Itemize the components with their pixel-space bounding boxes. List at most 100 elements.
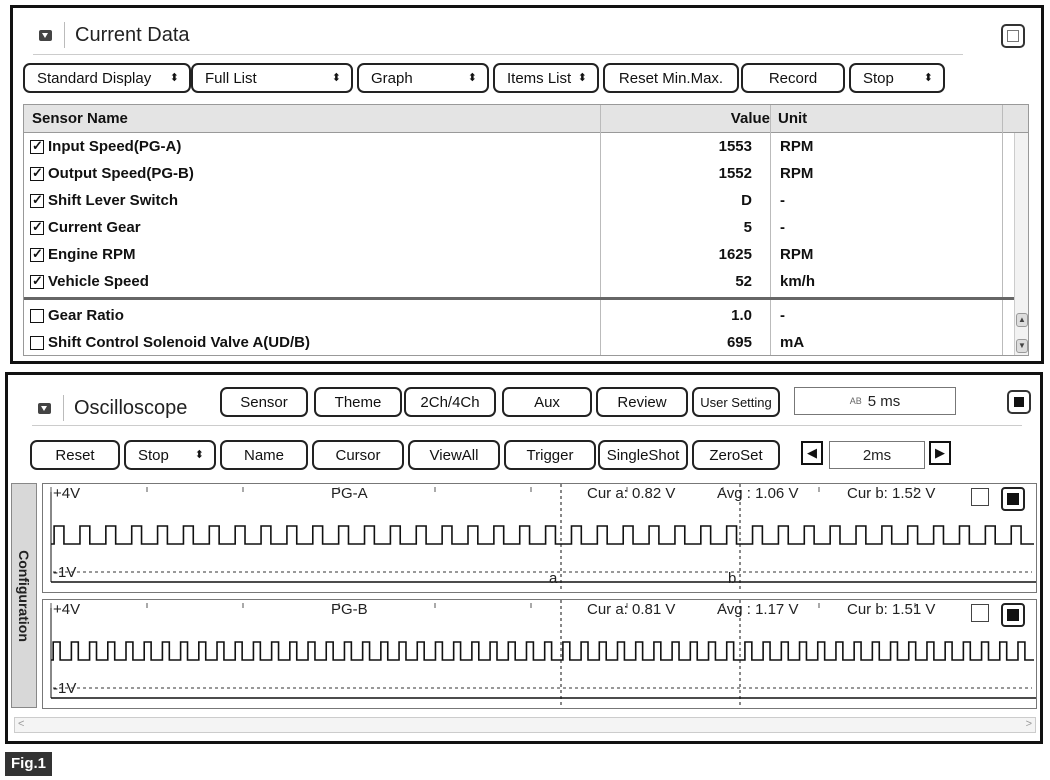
reset-button[interactable]: Reset — [30, 440, 120, 470]
sensor-unit: - — [780, 307, 785, 324]
sensor-value: D — [741, 192, 752, 209]
stop-button[interactable]: Stop ⬍ — [124, 440, 216, 470]
axis-min-label: -1V — [53, 564, 77, 581]
sensor-unit: RPM — [780, 138, 814, 155]
table-row[interactable]: Vehicle Speed 52 km/h — [24, 268, 1016, 295]
row-checkbox[interactable] — [30, 165, 44, 181]
cursor-button[interactable]: Cursor — [312, 440, 404, 470]
standard-display-button[interactable]: Standard Display ⬍ — [23, 63, 191, 93]
timebase-increase-button[interactable]: ▶ — [929, 441, 951, 465]
theme-button[interactable]: Theme — [314, 387, 402, 417]
updown-caret-icon: ⬍ — [331, 71, 341, 84]
sensor-value: 52 — [735, 273, 752, 290]
row-checkbox[interactable] — [30, 335, 44, 350]
channel-name: PG-A — [331, 485, 368, 502]
collapse-icon[interactable] — [38, 402, 51, 414]
button-label: Graph — [371, 69, 413, 87]
cursor-b-label: b — [728, 570, 737, 587]
button-label: Reset Min.Max. — [618, 69, 724, 87]
button-label: User Setting — [700, 394, 772, 410]
channel-checkbox[interactable] — [971, 488, 989, 506]
viewall-button[interactable]: ViewAll — [408, 440, 500, 470]
channel-expand-button[interactable] — [1001, 487, 1025, 511]
sensor-name: Current Gear — [48, 219, 141, 236]
name-button[interactable]: Name — [220, 440, 308, 470]
maximize-button[interactable] — [1001, 24, 1025, 48]
sensor-value: 5 — [743, 219, 752, 236]
items-list-button[interactable]: Items List ⬍ — [493, 63, 599, 93]
col-value[interactable]: Value — [730, 110, 770, 127]
table-row[interactable]: Current Gear 5 - — [24, 214, 1016, 241]
aux-button[interactable]: Aux — [502, 387, 592, 417]
review-button[interactable]: Review — [596, 387, 688, 417]
updown-caret-icon: ⬍ — [923, 71, 933, 84]
sensor-unit: mA — [780, 334, 805, 351]
reset-min-max-button[interactable]: Reset Min.Max. — [603, 63, 739, 93]
channel-pg-a[interactable]: +4V -1V PG-A Cur a: 0.82 V Avg : 1.06 V Cur b… — [42, 483, 1037, 593]
button-label: 2Ch/4Ch — [420, 393, 480, 411]
table-row[interactable]: Output Speed(PG-B) 1552 RPM — [24, 160, 1016, 187]
timebase-decrease-button[interactable]: ◀ — [801, 441, 823, 465]
vertical-scrollbar[interactable]: ▲ ▼ — [1014, 133, 1028, 355]
title-divider — [63, 395, 64, 421]
panel-title: Oscilloscope — [74, 396, 188, 419]
table-row[interactable]: Shift Lever Switch D - — [24, 187, 1016, 214]
collapse-icon[interactable] — [39, 29, 52, 41]
user-setting-button[interactable]: User Setting — [692, 387, 780, 417]
channel-name: PG-B — [331, 601, 368, 618]
time-display: AB 5 ms — [794, 387, 956, 415]
col-unit[interactable]: Unit — [778, 110, 808, 127]
channel-expand-button[interactable] — [1001, 603, 1025, 627]
sensor-button[interactable]: Sensor — [220, 387, 308, 417]
full-list-button[interactable]: Full List ⬍ — [191, 63, 353, 93]
col-sensor-name[interactable]: Sensor Name — [32, 110, 128, 127]
sensor-name-cell: Vehicle Speed — [30, 273, 149, 290]
2ch-4ch-button[interactable]: 2Ch/4Ch — [404, 387, 496, 417]
time-icon: AB — [849, 396, 862, 406]
square-wave-trace — [51, 525, 1034, 545]
stop-button[interactable]: Stop ⬍ — [849, 63, 945, 93]
oscilloscope-panel: Oscilloscope Sensor Theme 2Ch/4Ch Aux Review… — [5, 372, 1043, 744]
record-button[interactable]: Record — [741, 63, 845, 93]
current-data-panel: Current Data Standard Display ⬍ Full List ⬍… — [10, 5, 1044, 364]
channel-pg-b[interactable]: +4V -1V PG-B Cur a: 0.81 V Avg : 1.17 V Cur b… — [42, 599, 1037, 709]
sensor-unit: RPM — [780, 246, 814, 263]
waveform-plot — [50, 484, 1036, 592]
graph-button[interactable]: Graph ⬍ — [357, 63, 489, 93]
sensor-name: Shift Control Solenoid Valve A(UD/B) — [48, 334, 310, 351]
table-row[interactable]: Input Speed(PG-A) 1553 RPM — [24, 133, 1016, 160]
button-label: Items List — [507, 69, 572, 87]
row-checkbox[interactable] — [30, 192, 44, 208]
scroll-right-icon[interactable]: > — [1025, 718, 1032, 730]
sensor-table: Sensor Name Value Unit Input Speed(PG-A)… — [23, 104, 1029, 356]
horizontal-scrollbar[interactable]: < > — [14, 717, 1036, 733]
row-checkbox[interactable] — [30, 219, 44, 235]
sensor-name: Engine RPM — [48, 246, 136, 263]
fixed-rows-separator — [24, 297, 1016, 300]
table-row[interactable]: Engine RPM 1625 RPM — [24, 241, 1016, 268]
scroll-up-icon[interactable]: ▲ — [1016, 313, 1028, 327]
row-checkbox[interactable] — [30, 308, 44, 323]
sensor-unit: - — [780, 219, 785, 236]
button-label: Sensor — [240, 393, 288, 411]
button-label: Record — [768, 69, 818, 87]
panel-title: Current Data — [75, 23, 190, 46]
zeroset-button[interactable]: ZeroSet — [692, 440, 780, 470]
trigger-button[interactable]: Trigger — [504, 440, 596, 470]
button-label: Cursor — [335, 446, 381, 464]
table-row[interactable]: Gear Ratio 1.0 - — [24, 302, 1016, 329]
row-checkbox[interactable] — [30, 246, 44, 262]
channel-checkbox[interactable] — [971, 604, 989, 622]
maximize-button[interactable] — [1007, 390, 1031, 414]
table-row[interactable]: Shift Control Solenoid Valve A(UD/B) 695 m… — [24, 329, 1016, 355]
singleshot-button[interactable]: SingleShot — [598, 440, 688, 470]
updown-caret-icon: ⬍ — [577, 71, 587, 84]
scroll-left-icon[interactable]: < — [18, 718, 25, 730]
window-icon — [1014, 397, 1024, 407]
title-divider — [64, 22, 65, 48]
configuration-tab[interactable]: Configuration — [11, 483, 37, 708]
sensor-name: Shift Lever Switch — [48, 192, 179, 209]
row-checkbox[interactable] — [30, 138, 44, 154]
row-checkbox[interactable] — [30, 273, 44, 289]
scroll-down-icon[interactable]: ▼ — [1016, 339, 1028, 353]
